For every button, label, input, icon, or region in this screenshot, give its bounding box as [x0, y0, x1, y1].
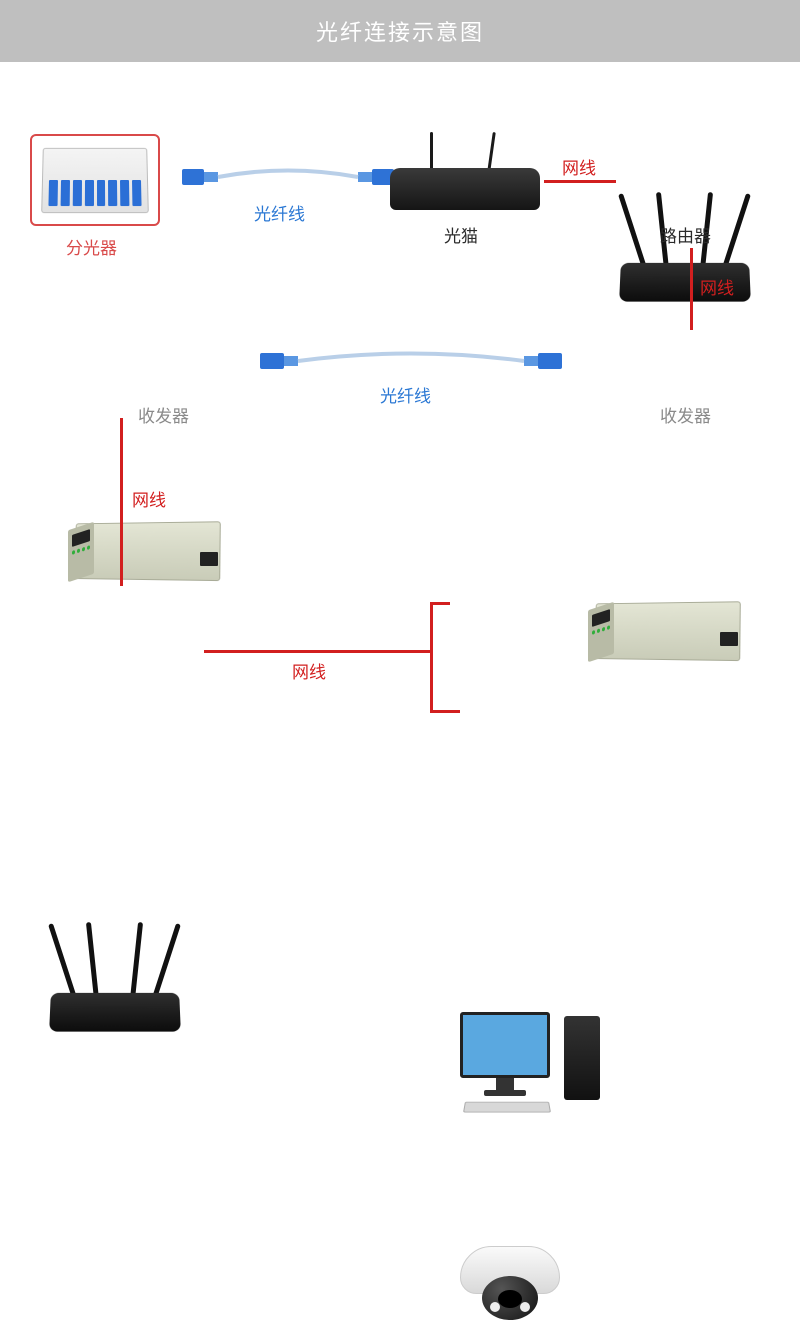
fiber-cable-mid-icon [256, 338, 566, 384]
device-transceiver-right [590, 592, 740, 672]
splitter-icon [30, 134, 160, 226]
title-bar: 光纤连接示意图 [0, 0, 800, 62]
label-fiber-mid: 光纤线 [380, 382, 431, 407]
ethernet-line-to-pc [430, 602, 450, 605]
transceiver-icon [74, 521, 221, 581]
device-transceiver-left [70, 512, 220, 592]
ethernet-line-branch [430, 602, 433, 712]
pc-tower-icon [564, 1016, 600, 1100]
ethernet-line-left [120, 418, 123, 586]
device-router-bottom [40, 922, 190, 1032]
device-camera [460, 1246, 560, 1326]
ethernet-line-top [544, 180, 616, 183]
label-eth-left: 网线 [132, 486, 166, 511]
label-modem: 光猫 [444, 222, 478, 247]
router-icon [49, 993, 181, 1032]
label-transceiver-left: 收发器 [138, 402, 189, 427]
label-eth-bottom: 网线 [292, 658, 326, 683]
fiber-cable-top-icon [178, 154, 398, 200]
ethernet-line-right [690, 248, 693, 330]
page-title: 光纤连接示意图 [316, 15, 484, 47]
label-eth-top: 网线 [562, 154, 596, 179]
label-transceiver-right: 收发器 [660, 402, 711, 427]
monitor-icon [460, 1012, 550, 1078]
label-splitter: 分光器 [66, 234, 117, 259]
keyboard-icon [463, 1102, 551, 1113]
modem-icon [390, 168, 540, 210]
device-modem [390, 130, 540, 210]
label-fiber-top: 光纤线 [254, 200, 305, 225]
device-router-top [610, 192, 760, 302]
device-computer [450, 1012, 600, 1122]
label-eth-right: 网线 [700, 274, 734, 299]
ethernet-line-to-cam [430, 710, 460, 713]
device-splitter [30, 134, 160, 226]
transceiver-icon [594, 601, 741, 661]
ethernet-line-bottom [204, 650, 432, 653]
diagram-canvas: 分光器 光纤线 光猫 网线 路由器 网线 收发器 [0, 62, 800, 800]
label-router-top: 路由器 [660, 222, 711, 247]
